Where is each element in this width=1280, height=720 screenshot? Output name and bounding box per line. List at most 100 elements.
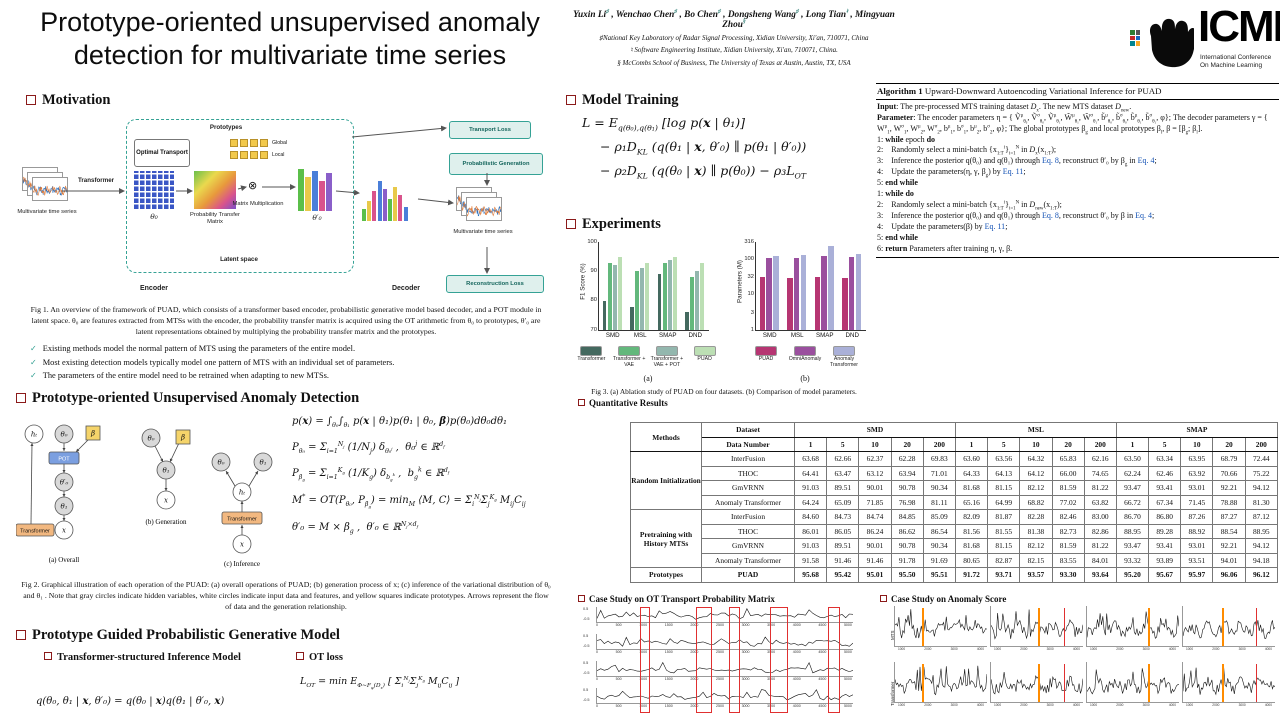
x-axis-ticks: 1000 2000 3000 4000: [994, 703, 1080, 707]
waveform-chart: [596, 634, 853, 650]
waveform-chart: [1086, 606, 1180, 647]
anomaly-score-plot: 1000 2000 3000 4000: [990, 662, 1084, 714]
legend-label: OmniAnomaly: [788, 356, 822, 362]
table-cell: 64.41: [793, 465, 828, 481]
bar: [766, 258, 772, 330]
training-equations: L = Eq(θ₀),q(θ₁) [log p(x | θ₁)] − ρ₁DKL…: [576, 115, 878, 187]
model-node: [156, 490, 176, 510]
waveform-chart: [894, 606, 988, 647]
table-cell: 82.46: [1051, 509, 1085, 525]
legend-swatch: [655, 346, 678, 356]
legend-label: Transformer + VAE + POT: [650, 356, 684, 368]
affiliation-1: ♯National Key Laboratory of Radar Signal…: [599, 33, 869, 42]
chart-legend: PUAD OmniAnomaly Anomaly Transformer: [731, 346, 879, 369]
y-tick-label: 1: [750, 326, 754, 333]
y-tick-label: 70: [590, 326, 597, 333]
table-cell: 86.80: [1148, 509, 1182, 525]
table-cell: 81.56: [954, 523, 989, 539]
table-cell: 64.12: [1019, 465, 1053, 481]
bar: [612, 265, 617, 330]
encoder-label: Encoder: [139, 285, 168, 292]
table-cell: 88.92: [1180, 523, 1214, 539]
table-cell: 90.34: [922, 480, 956, 496]
x-axis-ticks: 0 500 1000 1500 2000 2500 3000 3500 4000 4500 5000: [596, 677, 852, 681]
table-cell: 1: [1115, 436, 1150, 452]
table-cell: 81.30: [1244, 494, 1279, 510]
inference-equation: q(θ₀, θ₁ | x, θ′₀) = q(θ₀ | x)q(θ₁ | θ′₀…: [36, 696, 225, 707]
bar: [787, 278, 793, 330]
anomaly-marker-line: [1038, 608, 1040, 646]
table-cell: Data Number: [701, 436, 795, 452]
algorithm-line: 2: Randomly select a mini-batch {x1:Ti}i…: [877, 199, 1062, 212]
bar: [630, 306, 634, 330]
table-cell: 93.47: [1115, 480, 1150, 496]
table-cell: 82.12: [1019, 480, 1053, 496]
theta0-label: θ₀: [150, 212, 158, 221]
algorithm-line: 5: end while: [877, 178, 918, 188]
node-label: Transformer: [20, 528, 50, 534]
table-cell: 96.12: [1244, 567, 1279, 583]
table-cell: 88.95: [1115, 523, 1150, 539]
ot-signal-strip: 0.5 -0.5 0 500 1000 1500 2000 2500 3000 3500 4000 4…: [582, 606, 874, 633]
x-category-label: MSL: [790, 332, 804, 339]
affiliation-2: ♮ Software Engineering Institute, Xidian…: [630, 46, 838, 55]
table-cell: 94.12: [1244, 480, 1279, 496]
y-tick-label: 80: [590, 297, 597, 304]
anomaly-region-marker: [828, 607, 840, 713]
legend-swatch: [833, 346, 855, 356]
figure-label: Reconstruction Loss: [466, 280, 524, 287]
table-cell: 81.22: [1083, 538, 1117, 554]
subfigure-caption: (a) Overall: [49, 556, 80, 564]
bar: [821, 256, 827, 330]
anomaly-marker-line: [1222, 608, 1224, 646]
table-cell: Prototypes: [630, 567, 702, 583]
equation: p(x) = ∫θ₀∫θ₁ p(x | θ₁)p(θ₁ | θ₀, β)p(θ₀…: [292, 416, 507, 429]
generated-distribution-bars: [362, 177, 416, 221]
bar: [667, 259, 672, 330]
x-axis-ticks: 1000 2000 3000 4000: [898, 703, 984, 707]
fig2-caption: Fig 2. Graphical illustration of each op…: [21, 580, 551, 611]
model-box: [85, 425, 101, 441]
table-cell: 62.37: [858, 451, 892, 467]
theta0-prime-label: θ′₀: [312, 213, 322, 222]
table-cell: 62.16: [1083, 451, 1117, 467]
table-cell: 89.28: [1148, 523, 1182, 539]
table-cell: 81.15: [987, 480, 1021, 496]
table-cell: 95.42: [826, 567, 860, 583]
heading-label: Prototype Guided Probabilistic Generativ…: [32, 627, 340, 643]
table-cell: 63.12: [858, 465, 892, 481]
figure-label: Matrix Multiplication: [232, 201, 284, 207]
node-label: hₜ: [239, 488, 246, 496]
bar: [700, 262, 705, 330]
table-cell: 63.68: [793, 451, 828, 467]
table-cell: 78.88: [1212, 494, 1246, 510]
table-cell: 94.01: [1212, 552, 1246, 568]
table-cell: 88.54: [1212, 523, 1246, 539]
model-node: [54, 496, 74, 516]
table-cell: 5: [1148, 436, 1182, 452]
authors-line: Yuxin Li♯ , Wenchao Chen♯ , Bo Chen♯ , D…: [573, 8, 895, 30]
equation: θ′₀ = M × βg , θ′₀ ∈ ℝNj×df: [292, 521, 419, 536]
model-box: [175, 429, 191, 445]
subheading-inference-model: Transformer-structured Inference Model: [44, 652, 241, 663]
legend-label: Transformer + VAE: [612, 356, 646, 368]
section-bullet-icon: [578, 595, 585, 602]
legend-item: Anomaly Transformer: [826, 346, 862, 369]
anomaly-marker-line: [1064, 608, 1065, 646]
table-cell: Pretraining with History MTSs: [630, 509, 702, 568]
bar: [662, 262, 667, 330]
table-cell: 64.33: [954, 465, 989, 481]
table-cell: 91.69: [922, 552, 956, 568]
table-cell: 95.01: [858, 567, 892, 583]
icml-tagline-1: International Conference: [1200, 54, 1272, 61]
x-axis-ticks: 1000 2000 3000 4000: [1186, 647, 1272, 651]
probabilistic-generation-label: Probabilistic Generation: [449, 153, 543, 175]
table-cell: SMAP: [1115, 422, 1279, 438]
table-cell: 82.86: [1083, 523, 1117, 539]
latent-space-box: [126, 119, 354, 273]
heading-label: Quantitative Results: [589, 398, 668, 408]
anomaly-marker-line: [922, 608, 924, 646]
equation: − ρ₁DKL (q(θ₁ | x, θ′₀) ∥ p(θ₁ | θ′₀)): [600, 139, 807, 157]
table-cell: 81.22: [1083, 480, 1117, 496]
